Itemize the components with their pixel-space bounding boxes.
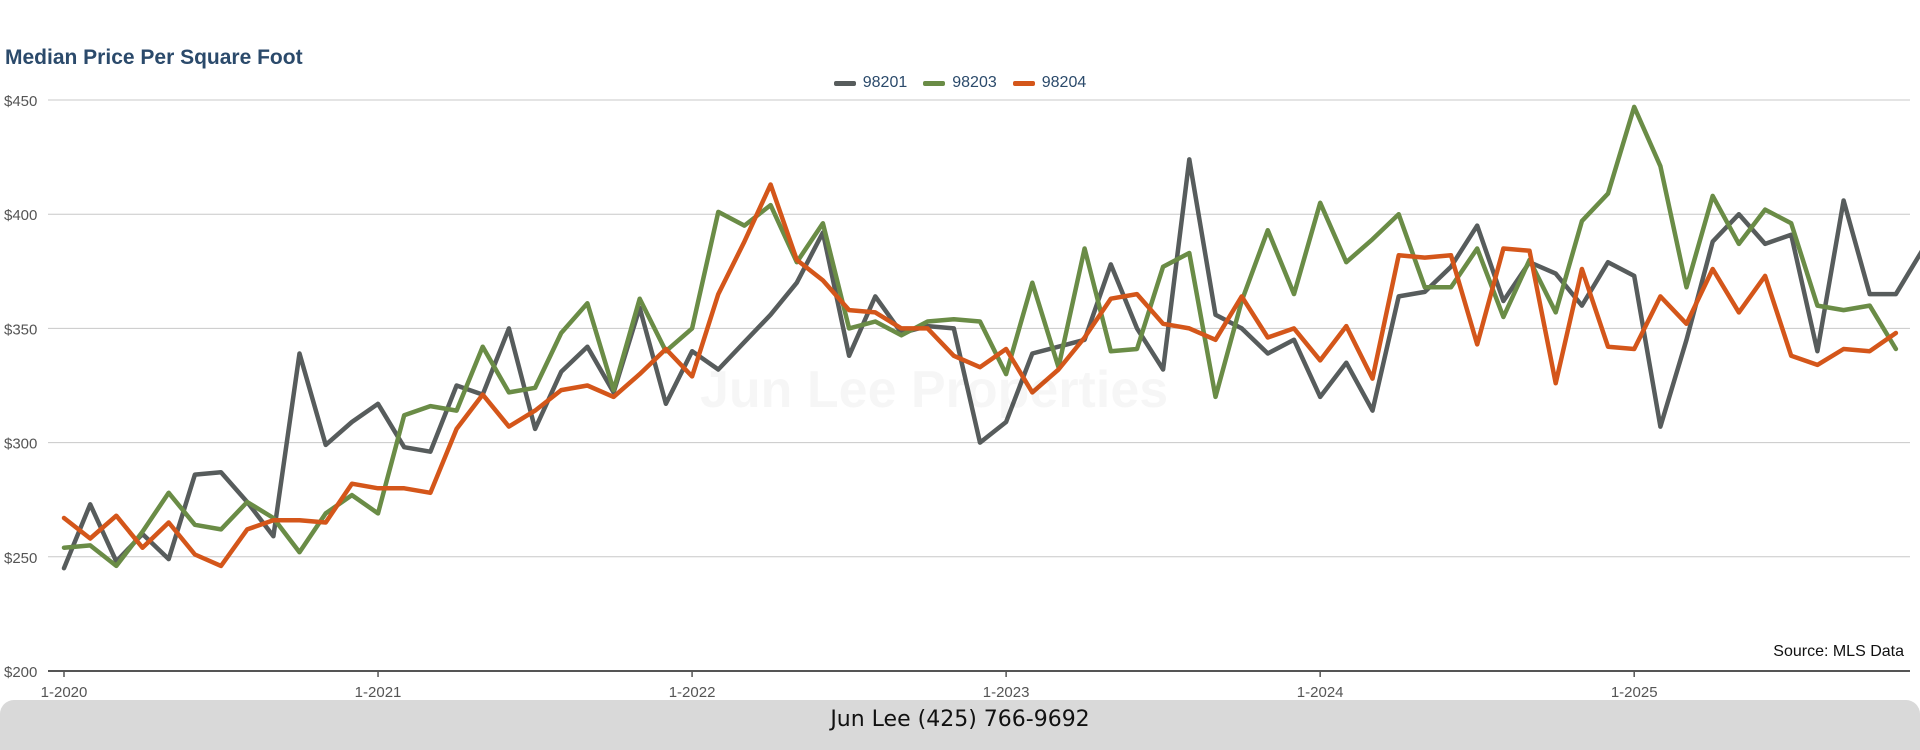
legend-label: 98204	[1041, 74, 1087, 91]
footer-bar	[0, 700, 1920, 750]
y-tick-label: $250	[4, 550, 37, 567]
legend-item-98203: 98203	[923, 74, 997, 92]
series-line-98201	[61, 157, 1920, 571]
source-note: Source: MLS Data	[1773, 643, 1904, 660]
chart-legend: 98201 98203 98204	[0, 74, 1920, 92]
series-line-98203	[61, 104, 1899, 569]
y-tick-label: $400	[4, 207, 37, 224]
legend-label: 98201	[862, 74, 908, 91]
x-tick-label: 1-2020	[41, 684, 88, 700]
chart-title: Median Price Per Square Foot	[5, 46, 303, 69]
y-axis: $200 $250 $300 $350 $400 $450	[4, 93, 37, 681]
legend-item-98201: 98201	[833, 74, 908, 92]
y-tick-label: $300	[4, 436, 37, 453]
series-lines	[61, 104, 1920, 571]
y-tick-label: $350	[4, 321, 37, 338]
grid-lines	[48, 99, 1910, 558]
x-tick-label: 1-2025	[1611, 684, 1658, 700]
watermark: Jun Lee Properties	[700, 360, 1168, 420]
x-tick-label: 1-2024	[1297, 684, 1344, 700]
legend-swatch	[833, 80, 856, 86]
legend-item-98204: 98204	[1012, 74, 1087, 92]
legend-swatch	[1012, 80, 1035, 86]
x-tick-label: 1-2021	[355, 684, 402, 700]
series-98203	[61, 104, 1899, 569]
footer-contact: Jun Lee (425) 766-9692	[830, 707, 1090, 732]
line-chart: $200$250$300$350$400$450 1-2020 1-2021 1-2…	[4, 93, 1920, 700]
series-98204	[61, 182, 1899, 569]
x-tick-label: 1-2022	[669, 684, 716, 700]
legend-swatch	[923, 80, 946, 86]
x-tick-label: 1-2023	[983, 684, 1030, 700]
legend-label: 98203	[952, 74, 997, 91]
x-axis-ticks: 1-2020 1-2021 1-2022 1-2023 1-2024 1-2025	[41, 671, 1658, 700]
y-tick-label: $200	[4, 664, 37, 681]
y-tick-label: $450	[4, 93, 37, 110]
